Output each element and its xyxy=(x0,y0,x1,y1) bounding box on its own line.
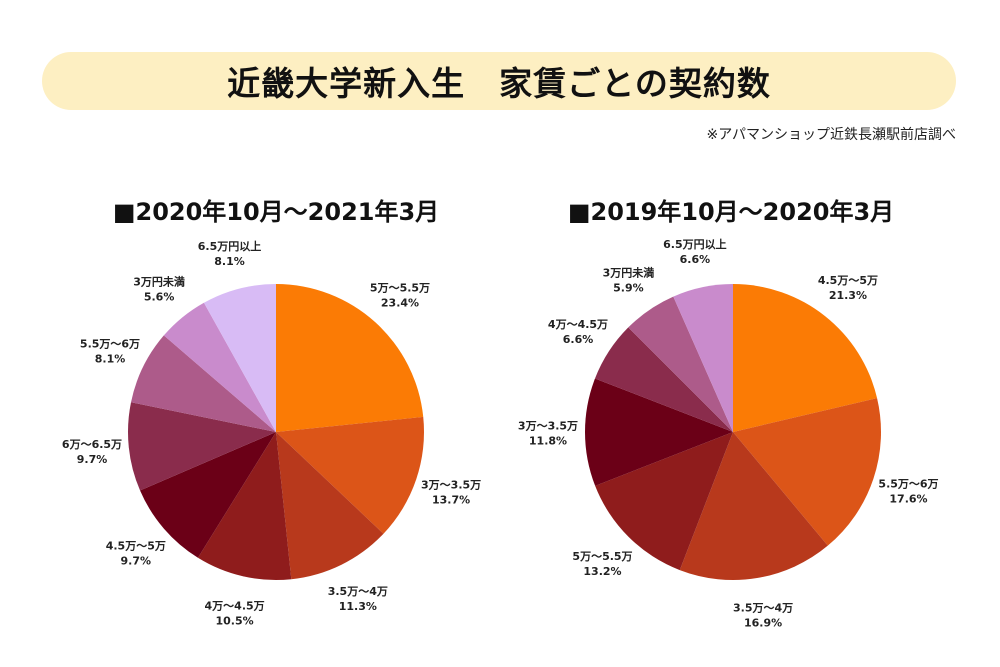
pie-2020-slice-1 xyxy=(276,416,424,534)
chart-title-2020: ■2020年10月～2021年3月 xyxy=(112,198,440,226)
pie-2020-label-7: 3万円未満 5.6% xyxy=(133,275,185,304)
pie-2019-label-5: 4万～4.5万 6.6% xyxy=(548,318,608,346)
pie-2019-slice-2 xyxy=(679,432,828,580)
pie-2019-label-1: 5.5万～6万 17.6% xyxy=(878,478,938,506)
pie-2020-slice-8 xyxy=(203,284,276,432)
pie-2019-label-4: 3万～3.5万 11.8% xyxy=(518,419,578,447)
chart-title-2019: ■2019年10月～2020年3月 xyxy=(567,198,895,226)
pie-2020-slice-6 xyxy=(131,335,276,432)
pie-2019-slice-5 xyxy=(594,327,733,432)
pie-2019-slice-1 xyxy=(733,398,881,546)
pie-2019-label-0: 4.5万～5万 21.3% xyxy=(818,274,878,302)
pie-2019-label-7: 6.5万円以上 6.6% xyxy=(663,237,727,266)
pie-2020-label-1: 3万～3.5万 13.7% xyxy=(421,479,481,507)
pie-2020-label-4: 4.5万～5万 9.7% xyxy=(106,540,166,568)
pie-2020-label-6: 5.5万～6万 8.1% xyxy=(80,337,140,365)
pie-2019-label-3: 5万～5.5万 13.2% xyxy=(572,550,632,578)
pie-2020-label-2: 3.5万～4万 11.3% xyxy=(328,585,388,613)
pie-2019-slice-4 xyxy=(585,378,733,486)
pie-2020-slice-7 xyxy=(163,302,276,432)
pie-2019-slice-7 xyxy=(673,284,733,432)
title-banner: 近畿大学新入生 家賃ごとの契約数 xyxy=(42,52,956,110)
pie-2019-slice-0 xyxy=(733,284,878,432)
pie-2020-slice-5 xyxy=(127,402,276,491)
pie-2020-slice-4 xyxy=(140,432,276,558)
pie-2020-label-3: 4万～4.5万 10.5% xyxy=(205,599,265,627)
pie-2020-slice-0 xyxy=(276,284,424,432)
pie-2020-slice-3 xyxy=(197,432,292,581)
pie-2019-label-6: 3万円未満 5.9% xyxy=(603,265,655,294)
pie-2020-label-0: 5万～5.5万 23.4% xyxy=(370,282,430,310)
source-note: ※アパマンショップ近鉄長瀬駅前店調べ xyxy=(706,127,956,143)
pie-2020-label-5: 6万～6.5万 9.7% xyxy=(62,438,122,466)
pie-2019-slice-6 xyxy=(628,296,733,432)
pie-2020-label-8: 6.5万円以上 8.1% xyxy=(198,239,262,268)
pie-2019: 4.5万～5万 21.3% 5.5万～6万 17.6% 3.5万～4万 16.9% 5万～5… xyxy=(518,237,939,630)
pie-2020: 5万～5.5万 23.4% 3万～3.5万 13.7% 3.5万～4万 11.3% 4万～4… xyxy=(62,239,481,627)
pie-2019-label-2: 3.5万～4万 16.9% xyxy=(733,602,793,630)
pie-2019-slice-3 xyxy=(595,432,733,571)
page-title: 近畿大学新入生 家賃ごとの契約数 xyxy=(227,64,771,103)
pie-2020-slice-2 xyxy=(276,432,384,580)
